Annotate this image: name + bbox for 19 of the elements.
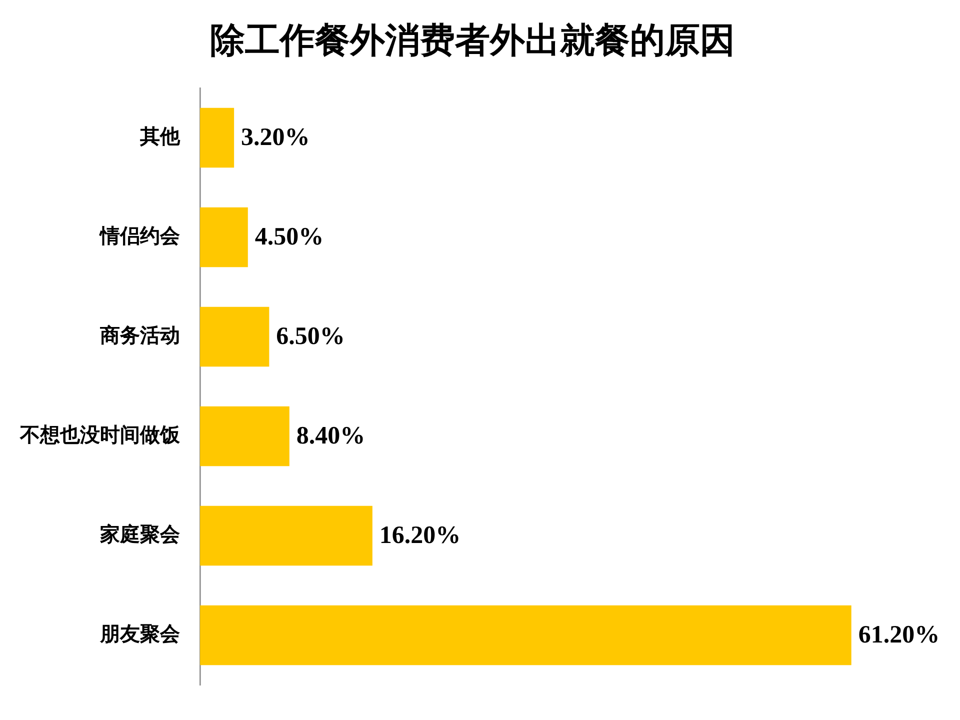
data-label: 4.50%	[254, 224, 324, 251]
bar	[200, 406, 290, 466]
data-label: 8.40%	[296, 422, 366, 450]
y-tick-label: 朋友聚会	[99, 621, 181, 646]
y-tick-label: 其他	[139, 124, 181, 148]
bar	[200, 306, 270, 367]
y-tick-label: 商务活动	[99, 322, 180, 347]
y-tick-label: 不想也没时间做饭	[19, 422, 181, 446]
data-label: 3.20%	[241, 124, 310, 152]
bar	[200, 605, 852, 666]
bar	[200, 207, 248, 268]
bar	[200, 108, 234, 168]
data-label: 61.20%	[858, 622, 940, 649]
chart-title: 除工作餐外消费者外出就餐的原因	[210, 21, 735, 62]
y-tick-label: 家庭聚会	[99, 522, 181, 546]
bar	[200, 506, 372, 566]
y-tick-label: 情侣约会	[98, 223, 181, 248]
data-label: 6.50%	[276, 323, 345, 350]
data-label: 16.20%	[379, 522, 461, 550]
